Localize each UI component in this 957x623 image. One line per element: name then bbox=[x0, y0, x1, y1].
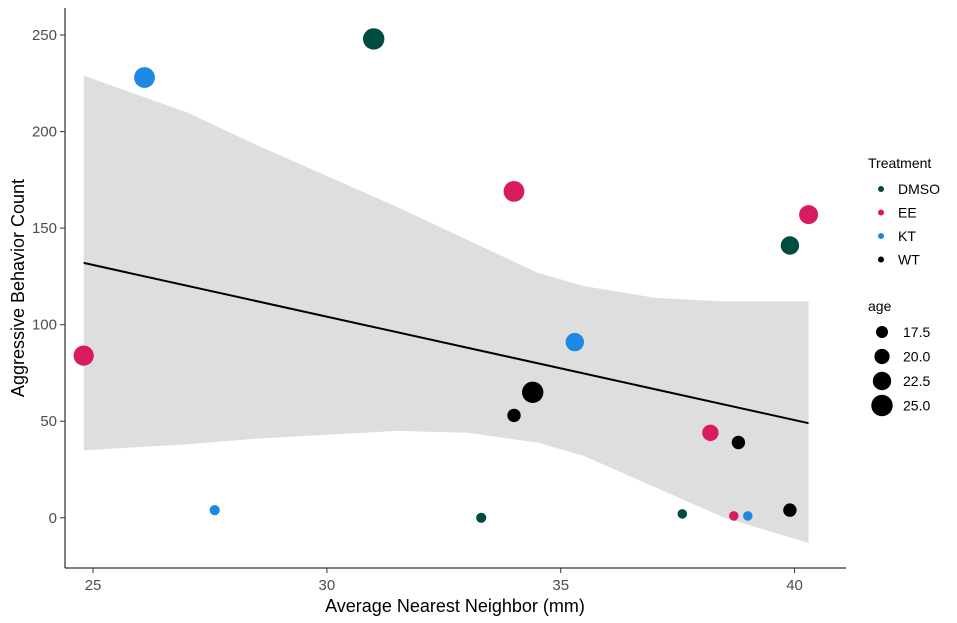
treatment-legend-key bbox=[878, 209, 884, 216]
y-axis-label: Aggressive Behavior Count bbox=[8, 179, 28, 397]
data-point bbox=[731, 435, 746, 450]
data-point bbox=[503, 181, 525, 202]
data-point bbox=[134, 67, 155, 88]
data-point bbox=[565, 332, 584, 352]
treatment-legend-key bbox=[878, 186, 884, 192]
age-legend-label: 20.0 bbox=[903, 349, 930, 365]
y-tick-label: 0 bbox=[49, 510, 57, 527]
x-ticks: 25 30 35 40 bbox=[85, 568, 803, 594]
trend-line bbox=[83, 261, 809, 425]
data-point bbox=[783, 503, 797, 517]
age-legend-key bbox=[874, 348, 890, 365]
y-tick-label: 150 bbox=[32, 220, 57, 237]
y-ticks: 0 50 100 150 200 250 bbox=[32, 27, 65, 527]
confidence-band-layer bbox=[83, 75, 809, 543]
data-point bbox=[780, 236, 800, 255]
y-tick-label: 50 bbox=[40, 413, 57, 430]
treatment-legend: Treatment DMSO EE KT WT bbox=[868, 155, 940, 268]
data-point bbox=[702, 424, 719, 441]
data-point bbox=[476, 512, 487, 523]
treatment-legend-key bbox=[878, 233, 884, 239]
treatment-legend-key bbox=[878, 256, 884, 263]
data-point bbox=[507, 408, 521, 423]
confidence-band bbox=[83, 75, 809, 543]
points-layer bbox=[73, 28, 819, 523]
treatment-legend-title: Treatment bbox=[868, 155, 931, 171]
x-axis-label: Average Nearest Neighbor (mm) bbox=[325, 596, 585, 616]
age-legend-key bbox=[876, 326, 888, 338]
trend-line-layer bbox=[83, 261, 809, 425]
age-legend-label: 17.5 bbox=[903, 324, 930, 340]
age-legend-label: 22.5 bbox=[903, 373, 930, 389]
x-tick-label: 40 bbox=[786, 577, 803, 594]
data-point bbox=[743, 511, 753, 521]
treatment-legend-entries: DMSO EE KT WT bbox=[878, 181, 940, 268]
age-legend-key bbox=[872, 371, 892, 391]
x-tick-label: 25 bbox=[85, 577, 102, 594]
treatment-legend-label: EE bbox=[898, 205, 917, 221]
age-legend-label: 25.0 bbox=[903, 398, 930, 414]
age-legend-key bbox=[871, 394, 893, 417]
data-point bbox=[729, 511, 739, 521]
age-legend-title: age bbox=[868, 298, 892, 314]
data-point bbox=[799, 205, 819, 225]
treatment-legend-label: KT bbox=[898, 228, 916, 244]
data-point bbox=[209, 505, 220, 516]
y-tick-label: 100 bbox=[32, 317, 57, 334]
y-tick-label: 200 bbox=[32, 124, 57, 141]
data-point bbox=[677, 509, 688, 519]
age-legend: age 17.5 20.0 22.5 25.0 bbox=[868, 298, 930, 417]
x-tick-label: 30 bbox=[319, 577, 336, 594]
y-tick-label: 250 bbox=[32, 27, 57, 44]
x-tick-label: 35 bbox=[552, 577, 569, 594]
treatment-legend-label: DMSO bbox=[898, 181, 940, 197]
data-point bbox=[363, 28, 385, 50]
age-legend-entries: 17.5 20.0 22.5 25.0 bbox=[871, 324, 930, 417]
data-point bbox=[73, 345, 94, 366]
axes bbox=[64, 8, 846, 569]
data-point bbox=[522, 381, 544, 403]
treatment-legend-label: WT bbox=[898, 252, 920, 268]
